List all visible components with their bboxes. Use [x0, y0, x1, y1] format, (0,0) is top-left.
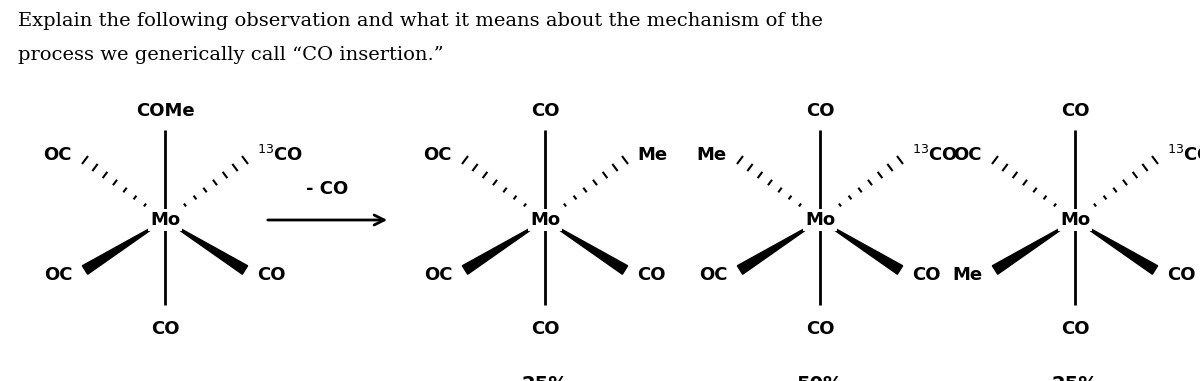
Polygon shape	[545, 220, 628, 274]
Text: 50%: 50%	[797, 375, 844, 381]
Text: CO: CO	[1061, 102, 1090, 120]
Polygon shape	[83, 220, 166, 274]
Text: CO: CO	[805, 320, 834, 338]
Text: CO: CO	[1061, 320, 1090, 338]
Polygon shape	[1075, 220, 1158, 274]
Text: 25%: 25%	[1051, 375, 1098, 381]
Polygon shape	[462, 220, 545, 274]
Polygon shape	[992, 220, 1075, 274]
Text: Me: Me	[637, 146, 667, 164]
Text: Mo: Mo	[805, 211, 835, 229]
Text: Me: Me	[953, 266, 983, 284]
Text: Mo: Mo	[1060, 211, 1090, 229]
Text: - CO: - CO	[306, 180, 349, 198]
Text: CO: CO	[1166, 266, 1195, 284]
Polygon shape	[166, 220, 247, 274]
Text: $^{13}$CO: $^{13}$CO	[1166, 145, 1200, 165]
Text: OC: OC	[44, 266, 73, 284]
Text: OC: OC	[425, 266, 454, 284]
Text: process we generically call “CO insertion.”: process we generically call “CO insertio…	[18, 46, 444, 64]
Text: 25%: 25%	[522, 375, 569, 381]
Text: CO: CO	[912, 266, 941, 284]
Text: Me: Me	[697, 146, 727, 164]
Text: Mo: Mo	[530, 211, 560, 229]
Text: CO: CO	[257, 266, 286, 284]
Text: CO: CO	[151, 320, 179, 338]
Text: Explain the following observation and what it means about the mechanism of the: Explain the following observation and wh…	[18, 12, 823, 30]
Text: CO: CO	[805, 102, 834, 120]
Text: CO: CO	[530, 320, 559, 338]
Text: OC: OC	[700, 266, 728, 284]
Text: COMe: COMe	[136, 102, 194, 120]
Text: OC: OC	[954, 146, 982, 164]
Text: $^{13}$CO: $^{13}$CO	[257, 145, 304, 165]
Text: CO: CO	[637, 266, 666, 284]
Text: CO: CO	[530, 102, 559, 120]
Text: Mo: Mo	[150, 211, 180, 229]
Polygon shape	[737, 220, 820, 274]
Polygon shape	[820, 220, 902, 274]
Text: $^{13}$CO: $^{13}$CO	[912, 145, 959, 165]
Text: OC: OC	[43, 146, 72, 164]
Text: OC: OC	[424, 146, 452, 164]
